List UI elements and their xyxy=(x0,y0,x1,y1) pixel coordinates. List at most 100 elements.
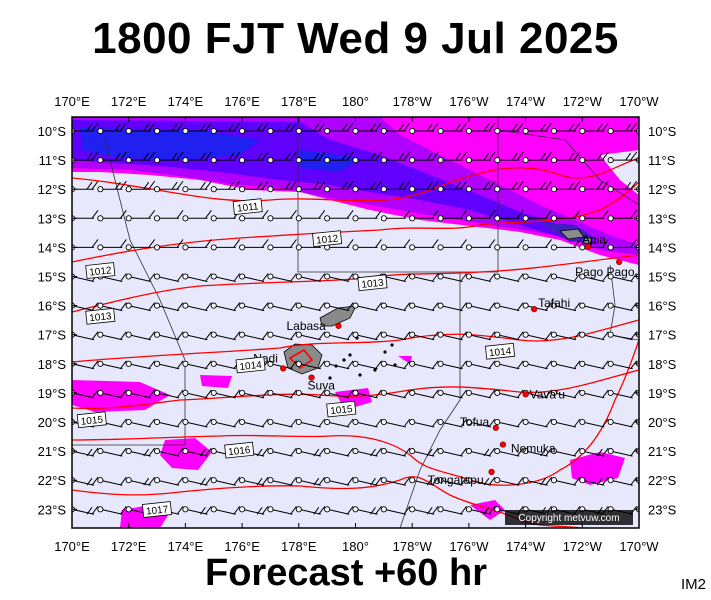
isobar-label: 1012 xyxy=(85,262,116,279)
lon-label-bottom: 180° xyxy=(342,539,369,554)
wind-barb xyxy=(153,239,184,251)
lat-label-left: 21°S xyxy=(38,444,67,459)
wind-barb xyxy=(210,239,241,251)
wind-barb xyxy=(182,180,212,193)
wind-barb xyxy=(182,331,212,341)
wind-barb xyxy=(579,122,609,135)
wind-barb xyxy=(579,180,609,193)
wind-barb xyxy=(125,476,156,486)
wind-barb xyxy=(380,476,411,486)
wind-barb xyxy=(494,180,524,193)
wind-barb xyxy=(153,447,184,457)
wind-barb xyxy=(239,418,269,428)
wind-barb xyxy=(607,122,638,135)
wind-barb xyxy=(522,273,552,282)
rain-core-west xyxy=(80,128,260,160)
lat-label-right: 12°S xyxy=(648,182,677,197)
isobar-label: 1015 xyxy=(76,411,107,429)
svg-text:1011: 1011 xyxy=(237,201,260,214)
wind-barb xyxy=(522,331,552,341)
wind-barb xyxy=(153,210,184,222)
wind-barb xyxy=(465,331,496,341)
wind-barb xyxy=(324,447,354,457)
wind-barb xyxy=(522,239,552,251)
wind-barb xyxy=(210,389,241,399)
wind-barb xyxy=(210,418,241,428)
islet xyxy=(348,353,352,357)
wind-barb xyxy=(267,302,297,312)
wind-barb xyxy=(607,447,638,457)
lat-label-right: 10°S xyxy=(648,124,677,139)
wind-barb xyxy=(97,360,127,370)
wind-barb xyxy=(607,239,638,251)
wind-barb xyxy=(295,505,326,515)
wind-barb xyxy=(295,210,326,222)
wind-barb xyxy=(522,418,552,428)
wind-barb xyxy=(239,505,269,515)
wind-barb xyxy=(267,418,297,428)
wind-barb xyxy=(550,239,581,251)
wind-barb xyxy=(295,122,326,135)
boundary-box xyxy=(297,117,499,273)
lat-label-left: 20°S xyxy=(38,415,67,430)
lat-label-left: 13°S xyxy=(38,211,67,226)
lat-label-right: 21°S xyxy=(648,444,677,459)
wind-barb xyxy=(437,505,467,515)
lon-label-top: 170°W xyxy=(619,94,659,109)
lat-label-left: 11°S xyxy=(39,153,67,168)
wind-barb xyxy=(437,273,467,282)
lon-label-bottom: 176°E xyxy=(224,539,260,554)
wind-barb xyxy=(380,151,411,164)
wind-barb xyxy=(352,122,382,135)
lat-label-right: 20°S xyxy=(648,415,677,430)
boundary-lines xyxy=(72,117,639,528)
wind-barb xyxy=(607,273,638,282)
wind-barb xyxy=(437,389,467,399)
wind-barb xyxy=(125,273,156,282)
wind-barb xyxy=(409,151,439,164)
wind-barb xyxy=(522,122,552,135)
isobar-labels: 1011 1012 1012 1013 1013 1014 1014 1015 1015 1016… xyxy=(76,198,516,518)
wind-barb xyxy=(465,302,496,312)
isobar-label: 1013 xyxy=(85,307,116,325)
forecast-label: Forecast +60 hr xyxy=(205,552,487,594)
lat-label-left: 15°S xyxy=(38,270,67,285)
wind-barb xyxy=(182,476,212,486)
wind-barb xyxy=(153,331,184,341)
wind-barb xyxy=(522,180,552,193)
wind-barb xyxy=(380,331,411,341)
islet xyxy=(328,376,332,380)
isobar-label: 1014 xyxy=(235,356,266,374)
lat-label-right: 23°S xyxy=(648,502,677,517)
wind-barb xyxy=(295,389,326,399)
lat-label-left: 10°S xyxy=(38,124,67,139)
wind-barb xyxy=(125,210,156,222)
lon-label-bottom: 176°W xyxy=(449,539,489,554)
wind-barb xyxy=(239,389,269,399)
wind-barb xyxy=(465,476,496,486)
wind-barb xyxy=(239,476,269,486)
wind-barb xyxy=(125,389,156,399)
wind-barb xyxy=(437,122,467,135)
wind-barb xyxy=(409,505,439,515)
place-label: Pago Pago xyxy=(575,265,635,279)
wind-barb xyxy=(437,360,467,370)
lon-label-top: 178°E xyxy=(281,94,317,109)
wind-barb xyxy=(579,151,609,164)
lon-label-bottom: 172°E xyxy=(111,539,147,554)
wind-barb xyxy=(97,302,127,312)
svg-text:1013: 1013 xyxy=(89,311,113,324)
place-marker xyxy=(488,468,495,476)
place-label: Apia xyxy=(582,233,606,247)
lat-label-left: 17°S xyxy=(38,328,67,343)
lon-label-bottom: 170°E xyxy=(54,539,90,554)
lon-label-top: 178°W xyxy=(393,94,433,109)
wind-barb xyxy=(97,476,127,486)
wind-barb xyxy=(522,360,552,370)
wind-barb xyxy=(465,122,496,135)
wind-barb xyxy=(380,360,411,370)
lat-label-left: 18°S xyxy=(38,357,67,372)
lon-label-top: 174°E xyxy=(168,94,204,109)
place-label: Suva xyxy=(308,379,336,393)
